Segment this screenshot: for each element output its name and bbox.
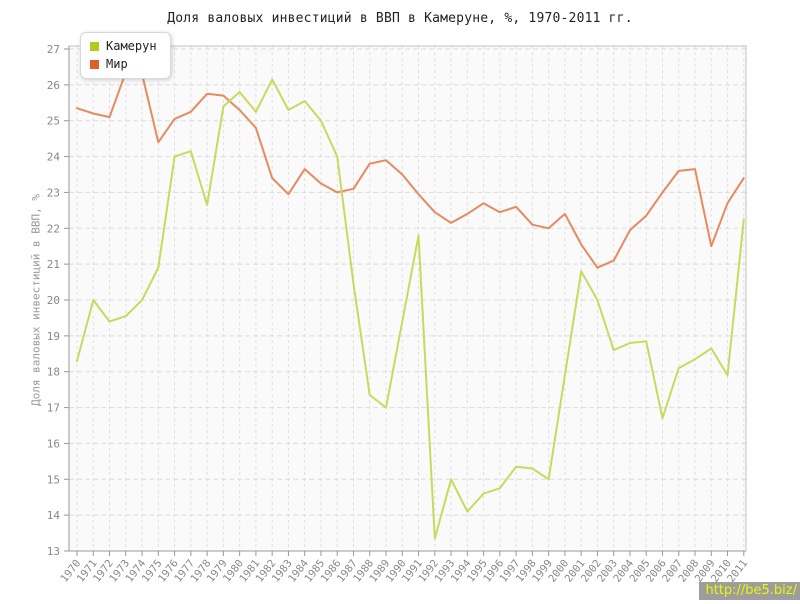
svg-text:23: 23	[47, 186, 60, 199]
svg-text:18: 18	[47, 366, 60, 379]
legend: Камерун Мир	[80, 32, 171, 79]
cameroon-series-swatch	[90, 42, 99, 51]
y-axis-title: Доля валовых инвестиций в ВВП, %	[29, 194, 43, 406]
legend-item-world: Мир	[90, 58, 157, 71]
svg-text:27: 27	[47, 43, 60, 56]
svg-text:16: 16	[47, 437, 60, 450]
svg-text:15: 15	[47, 473, 60, 486]
svg-text:21: 21	[47, 258, 60, 271]
svg-text:13: 13	[47, 545, 60, 558]
legend-item-cameroon: Камерун	[90, 40, 157, 53]
cameroon-series-label: Камерун	[106, 39, 157, 53]
svg-text:26: 26	[47, 79, 60, 92]
svg-text:17: 17	[47, 402, 60, 415]
svg-text:20: 20	[47, 294, 60, 307]
chart-title: Доля валовых инвестиций в ВВП в Камеруне…	[167, 11, 633, 26]
svg-text:22: 22	[47, 222, 60, 235]
svg-text:25: 25	[47, 115, 60, 128]
watermark-link[interactable]: http://be5.biz/	[699, 582, 800, 600]
svg-text:24: 24	[47, 151, 61, 164]
svg-text:19: 19	[47, 330, 60, 343]
svg-text:14: 14	[47, 509, 61, 522]
world-series-label: Мир	[106, 57, 128, 71]
world-series-swatch	[90, 60, 99, 69]
